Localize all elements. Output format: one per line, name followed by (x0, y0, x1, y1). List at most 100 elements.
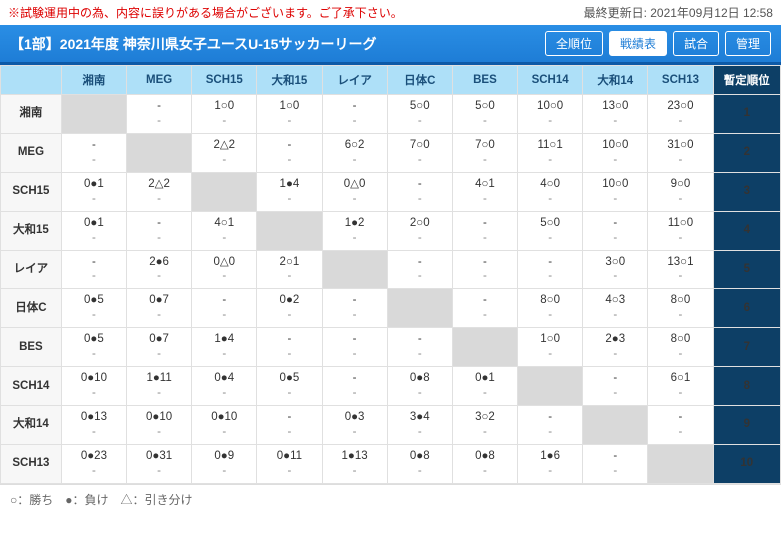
result-cell: 0●3- (322, 406, 387, 445)
admin-button[interactable]: 管理 (725, 31, 771, 56)
rank-cell: 4 (713, 211, 780, 250)
result-cell: 11○1- (518, 133, 583, 172)
result-cell: 5○0- (387, 95, 452, 134)
result-cell: -- (192, 289, 257, 328)
result-cell: -- (518, 250, 583, 289)
result-cell: -- (648, 406, 713, 445)
result-cell: -- (387, 328, 452, 367)
result-cell: 0●1- (61, 172, 126, 211)
results-table-button[interactable]: 戦績表 (609, 31, 667, 56)
rank-cell: 10 (713, 444, 780, 483)
result-cell: 2●3- (583, 328, 648, 367)
result-cell (648, 444, 713, 483)
result-cell: 0●8- (387, 444, 452, 483)
result-cell: 13○0- (583, 95, 648, 134)
result-cell: -- (61, 250, 126, 289)
result-cell (257, 211, 322, 250)
result-cell: -- (322, 95, 387, 134)
result-cell: 0●5- (257, 367, 322, 406)
result-cell: -- (61, 133, 126, 172)
row-header: 湘南 (1, 95, 62, 134)
row-header: 大和14 (1, 406, 62, 445)
rank-cell: 8 (713, 367, 780, 406)
result-cell: -- (452, 289, 517, 328)
col-header: MEG (127, 66, 192, 95)
result-cell: -- (322, 289, 387, 328)
result-cell: 4○3- (583, 289, 648, 328)
result-cell (127, 133, 192, 172)
col-header: BES (452, 66, 517, 95)
col-header: SCH14 (518, 66, 583, 95)
rank-cell: 7 (713, 328, 780, 367)
result-cell: 10○0- (583, 172, 648, 211)
row-header: 大和15 (1, 211, 62, 250)
rank-header: 暫定順位 (713, 66, 780, 95)
result-cell (387, 289, 452, 328)
result-cell (452, 328, 517, 367)
league-header: 【1部】2021年度 神奈川県女子ユースU-15サッカーリーグ 全順位 戦績表 … (0, 25, 781, 65)
result-cell: 6○1- (648, 367, 713, 406)
rank-cell: 2 (713, 133, 780, 172)
result-cell: 0●1- (61, 211, 126, 250)
result-cell: 0●13- (61, 406, 126, 445)
col-header: 日体C (387, 66, 452, 95)
col-header: 湘南 (61, 66, 126, 95)
corner-cell (1, 66, 62, 95)
result-cell: 9○0- (648, 172, 713, 211)
result-cell: -- (257, 406, 322, 445)
result-cell: 5○0- (518, 211, 583, 250)
result-cell: -- (387, 172, 452, 211)
result-cell: 2△2- (192, 133, 257, 172)
result-cell: 1●6- (518, 444, 583, 483)
result-cell: -- (387, 250, 452, 289)
result-cell: 2○1- (257, 250, 322, 289)
result-cell: 10○0- (583, 133, 648, 172)
result-cell: 10○0- (518, 95, 583, 134)
col-header: SCH13 (648, 66, 713, 95)
result-cell: 1○0- (257, 95, 322, 134)
league-title: 【1部】2021年度 神奈川県女子ユースU-15サッカーリーグ (10, 34, 376, 54)
result-cell: 5○0- (452, 95, 517, 134)
result-cell: 0●5- (61, 328, 126, 367)
result-cell (518, 367, 583, 406)
rank-cell: 6 (713, 289, 780, 328)
result-cell: 1●4- (192, 328, 257, 367)
result-cell: -- (452, 250, 517, 289)
result-cell: 11○0- (648, 211, 713, 250)
result-cell: 0●4- (192, 367, 257, 406)
result-cell (192, 172, 257, 211)
rank-cell: 9 (713, 406, 780, 445)
result-cell: 0△0- (192, 250, 257, 289)
result-cell: -- (583, 444, 648, 483)
result-cell: 7○0- (452, 133, 517, 172)
results-table: 湘南MEGSCH15大和15レイア日体CBESSCH14大和14SCH13暫定順… (0, 65, 781, 484)
row-header: 日体C (1, 289, 62, 328)
result-cell: 0●10- (61, 367, 126, 406)
result-cell: 1●2- (322, 211, 387, 250)
row-header: レイア (1, 250, 62, 289)
result-cell: 0●8- (452, 444, 517, 483)
last-updated: 最終更新日: 2021年09月12日 12:58 (584, 4, 773, 21)
match-button[interactable]: 試合 (673, 31, 719, 56)
col-header: 大和14 (583, 66, 648, 95)
result-cell (61, 95, 126, 134)
result-cell (583, 406, 648, 445)
rank-cell: 1 (713, 95, 780, 134)
row-header: SCH14 (1, 367, 62, 406)
result-cell: -- (322, 367, 387, 406)
row-header: SCH13 (1, 444, 62, 483)
result-cell: 1○0- (518, 328, 583, 367)
result-cell: -- (257, 328, 322, 367)
col-header: レイア (322, 66, 387, 95)
result-cell: 4○0- (518, 172, 583, 211)
result-cell: -- (583, 367, 648, 406)
result-cell: 1○0- (192, 95, 257, 134)
result-cell: 1●13- (322, 444, 387, 483)
result-cell: 8○0- (648, 328, 713, 367)
row-header: SCH15 (1, 172, 62, 211)
all-ranking-button[interactable]: 全順位 (545, 31, 603, 56)
result-cell: 0△0- (322, 172, 387, 211)
result-cell: 31○0- (648, 133, 713, 172)
result-cell: 4○1- (192, 211, 257, 250)
row-header: BES (1, 328, 62, 367)
